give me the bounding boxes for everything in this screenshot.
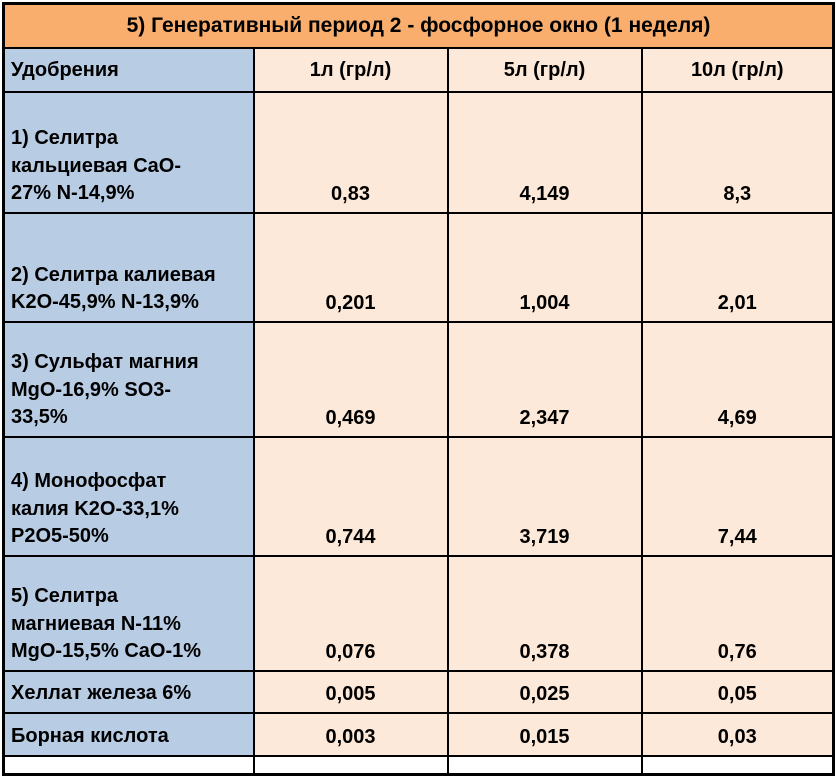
value-cell-1l[interactable]: 0,83 bbox=[252, 91, 449, 214]
table-row: 5) Селитра магниевая N-11% MgO-15,5% CaO… bbox=[2, 555, 835, 672]
table-row: Борная кислота 0,003 0,015 0,03 bbox=[2, 712, 835, 757]
value-cell-1l[interactable]: 0,201 bbox=[252, 212, 449, 323]
column-header-1l[interactable]: 1л (гр/л) bbox=[252, 47, 449, 93]
column-header-5l[interactable]: 5л (гр/л) bbox=[446, 47, 643, 93]
table-row: 1) Селитра кальциевая CaO- 27% N-14,9% 0… bbox=[2, 91, 835, 214]
value-cell-5l[interactable]: 4,149 bbox=[446, 91, 643, 214]
value-cell-10l[interactable]: 8,3 bbox=[640, 91, 835, 214]
table-row: 2) Селитра калиевая K2O-45,9% N-13,9% 0,… bbox=[2, 212, 835, 323]
value-cell-10l[interactable]: 0,05 bbox=[640, 670, 835, 714]
value-cell-1l[interactable]: 0,744 bbox=[252, 436, 449, 557]
value-cell-5l[interactable]: 2,347 bbox=[446, 321, 643, 438]
table-row: 4) Монофосфат калия K2O-33,1% P2O5-50% 0… bbox=[2, 436, 835, 557]
value-cell-10l[interactable]: 2,01 bbox=[640, 212, 835, 323]
value-cell-1l[interactable]: 0,469 bbox=[252, 321, 449, 438]
column-header-fertilizers[interactable]: Удобрения bbox=[2, 47, 255, 93]
empty-cell bbox=[640, 755, 835, 776]
table-row: 3) Сульфат магния MgO-16,9% SO3- 33,5% 0… bbox=[2, 321, 835, 438]
empty-cell bbox=[252, 755, 449, 776]
value-cell-10l[interactable]: 0,03 bbox=[640, 712, 835, 757]
value-cell-10l[interactable]: 0,76 bbox=[640, 555, 835, 672]
fertilizer-name-cell[interactable]: Борная кислота bbox=[2, 712, 255, 757]
fertilizer-name-cell[interactable]: 5) Селитра магниевая N-11% MgO-15,5% CaO… bbox=[2, 555, 255, 672]
header-row: Удобрения 1л (гр/л) 5л (гр/л) 10л (гр/л) bbox=[2, 47, 835, 93]
fertilizer-name-cell[interactable]: 1) Селитра кальциевая CaO- 27% N-14,9% bbox=[2, 91, 255, 214]
cut-off-empty-row bbox=[2, 755, 835, 776]
value-cell-1l[interactable]: 0,003 bbox=[252, 712, 449, 757]
value-cell-5l[interactable]: 0,025 bbox=[446, 670, 643, 714]
empty-cell bbox=[446, 755, 643, 776]
fertilizer-name-cell[interactable]: 4) Монофосфат калия K2O-33,1% P2O5-50% bbox=[2, 436, 255, 557]
value-cell-1l[interactable]: 0,076 bbox=[252, 555, 449, 672]
value-cell-10l[interactable]: 7,44 bbox=[640, 436, 835, 557]
value-cell-5l[interactable]: 0,378 bbox=[446, 555, 643, 672]
fertilizer-name-cell[interactable]: Хеллат железа 6% bbox=[2, 670, 255, 714]
value-cell-5l[interactable]: 0,015 bbox=[446, 712, 643, 757]
column-header-10l[interactable]: 10л (гр/л) bbox=[640, 47, 835, 93]
empty-cell bbox=[2, 755, 255, 776]
value-cell-5l[interactable]: 1,004 bbox=[446, 212, 643, 323]
table-row: Хеллат железа 6% 0,005 0,025 0,05 bbox=[2, 670, 835, 714]
value-cell-10l[interactable]: 4,69 bbox=[640, 321, 835, 438]
value-cell-1l[interactable]: 0,005 bbox=[252, 670, 449, 714]
value-cell-5l[interactable]: 3,719 bbox=[446, 436, 643, 557]
fertilizer-name-cell[interactable]: 3) Сульфат магния MgO-16,9% SO3- 33,5% bbox=[2, 321, 255, 438]
fertilizer-name-cell[interactable]: 2) Селитра калиевая K2O-45,9% N-13,9% bbox=[2, 212, 255, 323]
title-row: 5) Генеративный период 2 - фосфорное окн… bbox=[2, 2, 835, 49]
table-title[interactable]: 5) Генеративный период 2 - фосфорное окн… bbox=[2, 2, 835, 49]
